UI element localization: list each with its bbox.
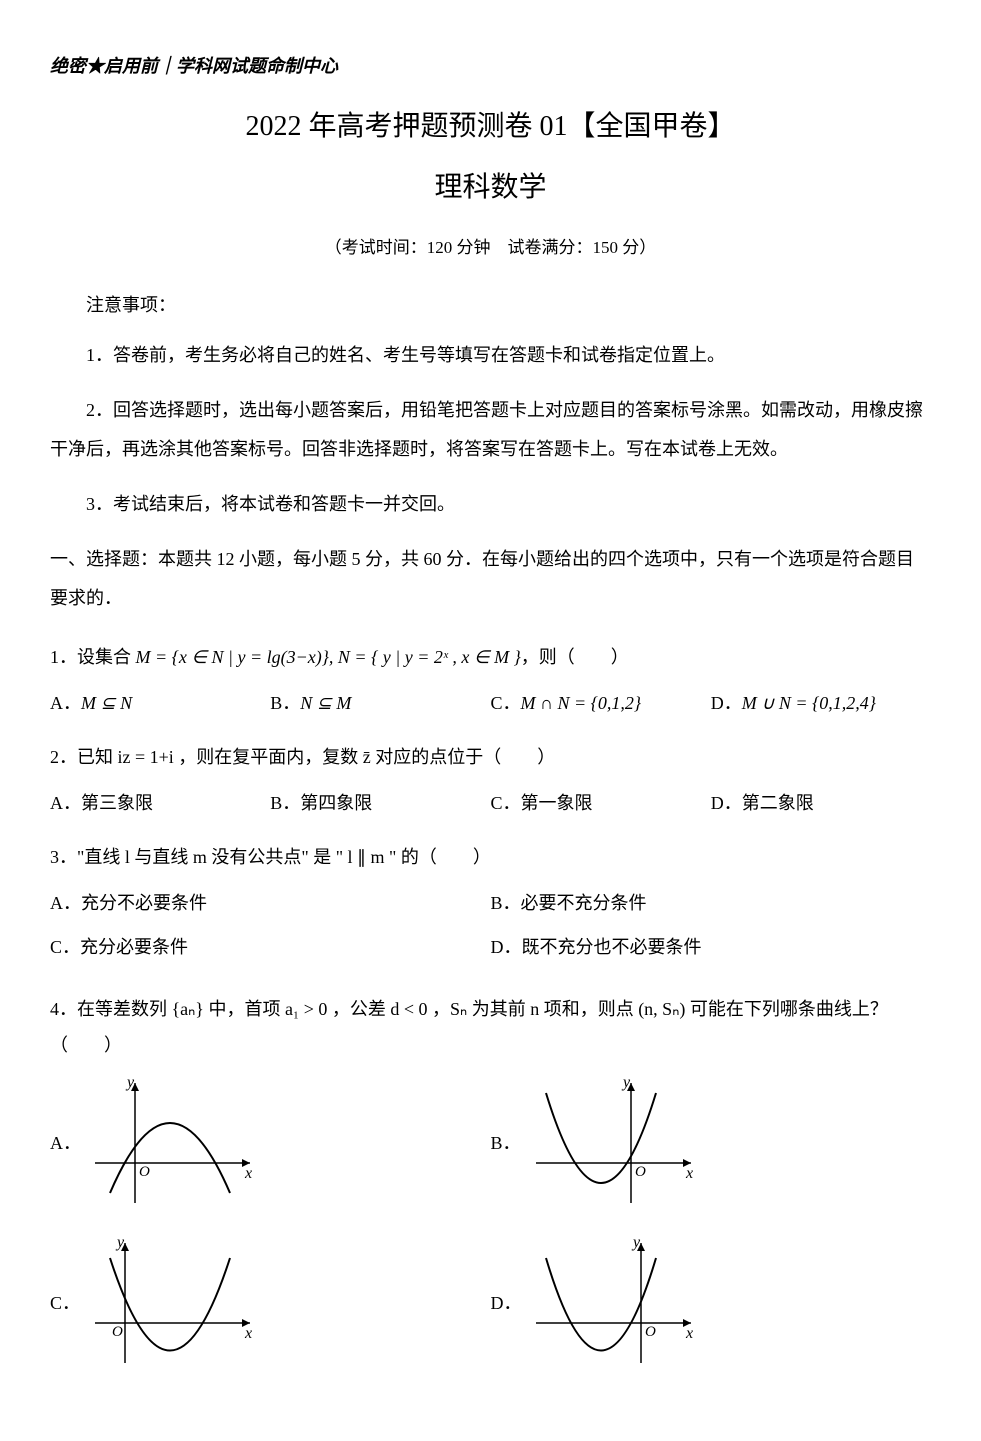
note-item-2: 2．回答选择题时，选出每小题答案后，用铅笔把答题卡上对应题目的答案标号涂黑。如需… bbox=[50, 391, 931, 470]
parabola-icon: y x O bbox=[80, 1233, 260, 1373]
confidential-label: 绝密★启用前｜学科网试题命制中心 bbox=[50, 50, 931, 82]
svg-text:x: x bbox=[244, 1165, 252, 1182]
svg-text:O: O bbox=[139, 1164, 150, 1180]
svg-text:O: O bbox=[635, 1164, 646, 1180]
parabola-icon: y x O bbox=[521, 1233, 701, 1373]
q4-label-C: C． bbox=[50, 1285, 80, 1321]
q3-options: A．充分不必要条件 B．必要不充分条件 C．充分必要条件 D．既不充分也不必要条… bbox=[50, 885, 931, 973]
q4-num: 4． bbox=[50, 999, 77, 1019]
q1-options: A．M ⊆ N B．N ⊆ M C．M ∩ N = {0,1,2} D．M ∪ … bbox=[50, 685, 931, 721]
q1-optD: D．M ∪ N = {0,1,2,4} bbox=[711, 685, 931, 721]
svg-text:x: x bbox=[685, 1165, 693, 1182]
q1-optB: B．N ⊆ M bbox=[270, 685, 490, 721]
q3-num: 3． bbox=[50, 847, 77, 867]
q2-optD: D．第二象限 bbox=[711, 785, 931, 821]
q2-optB: B．第四象限 bbox=[270, 785, 490, 821]
q2-optA: A．第三象限 bbox=[50, 785, 270, 821]
question-1: 1．设集合 M = {x ∈ N | y = lg(3−x)}, N = { y… bbox=[50, 639, 931, 721]
q2-stem: 2．已知 iz = 1+i ，则在复平面内，复数 z̄ 对应的点位于（ ） bbox=[50, 739, 931, 775]
q4-graph-C: C． y x O bbox=[50, 1233, 491, 1373]
q4-stem: 4．在等差数列 {aₙ} 中，首项 a₁ > 0 ，公差 d < 0 ，Sₙ 为… bbox=[50, 991, 931, 1063]
q4-graph-B: B． y x O bbox=[491, 1073, 932, 1213]
parabola-icon: y x O bbox=[80, 1073, 260, 1213]
q2-num: 2． bbox=[50, 747, 77, 767]
q1-prefix: 设集合 bbox=[77, 647, 136, 667]
exam-title: 2022 年高考押题预测卷 01【全国甲卷】 bbox=[50, 102, 931, 152]
q4-graphs: A． y x O B． y x O bbox=[50, 1073, 931, 1393]
q1-optA: A．M ⊆ N bbox=[50, 685, 270, 721]
svg-text:x: x bbox=[685, 1325, 693, 1342]
q1-stem: 1．设集合 M = {x ∈ N | y = lg(3−x)}, N = { y… bbox=[50, 639, 931, 675]
q2-text: 已知 iz = 1+i ，则在复平面内，复数 z̄ 对应的点位于（ ） bbox=[77, 747, 555, 767]
q1-suffix: ，则（ ） bbox=[521, 647, 629, 667]
svg-text:y: y bbox=[125, 1074, 135, 1091]
q3-optA: A．充分不必要条件 bbox=[50, 885, 491, 921]
q2-optC: C．第一象限 bbox=[491, 785, 711, 821]
svg-text:O: O bbox=[645, 1324, 656, 1340]
q4-graph-A: A． y x O bbox=[50, 1073, 491, 1213]
exam-subject: 理科数学 bbox=[50, 163, 931, 213]
notes-heading: 注意事项： bbox=[50, 289, 931, 321]
q3-optD: D．既不充分也不必要条件 bbox=[491, 929, 932, 965]
question-3: 3．"直线 l 与直线 m 没有公共点" 是 " l ∥ m " 的（ ） A．… bbox=[50, 839, 931, 973]
q3-optB: B．必要不充分条件 bbox=[491, 885, 932, 921]
svg-text:x: x bbox=[244, 1325, 252, 1342]
q3-optC: C．充分必要条件 bbox=[50, 929, 491, 965]
q4-graph-D: D． y x O bbox=[491, 1233, 932, 1373]
q1-num: 1． bbox=[50, 647, 77, 667]
svg-text:y: y bbox=[115, 1234, 125, 1251]
parabola-icon: y x O bbox=[521, 1073, 701, 1213]
svg-text:y: y bbox=[631, 1234, 641, 1251]
q1-optC: C．M ∩ N = {0,1,2} bbox=[491, 685, 711, 721]
q4-label-A: A． bbox=[50, 1125, 80, 1161]
question-4: 4．在等差数列 {aₙ} 中，首项 a₁ > 0 ，公差 d < 0 ，Sₙ 为… bbox=[50, 991, 931, 1393]
q3-stem: 3．"直线 l 与直线 m 没有公共点" 是 " l ∥ m " 的（ ） bbox=[50, 839, 931, 875]
svg-text:O: O bbox=[112, 1324, 123, 1340]
question-2: 2．已知 iz = 1+i ，则在复平面内，复数 z̄ 对应的点位于（ ） A．… bbox=[50, 739, 931, 821]
q4-text: 在等差数列 {aₙ} 中，首项 a₁ > 0 ，公差 d < 0 ，Sₙ 为其前… bbox=[50, 999, 888, 1055]
note-item-1: 1．答卷前，考生务必将自己的姓名、考生号等填写在答题卡和试卷指定位置上。 bbox=[50, 336, 931, 376]
note-item-3: 3．考试结束后，将本试卷和答题卡一并交回。 bbox=[50, 485, 931, 525]
q2-options: A．第三象限 B．第四象限 C．第一象限 D．第二象限 bbox=[50, 785, 931, 821]
svg-text:y: y bbox=[621, 1074, 631, 1091]
exam-info: （考试时间：120 分钟 试卷满分：150 分） bbox=[50, 233, 931, 264]
q4-label-D: D． bbox=[491, 1285, 521, 1321]
q1-math: M = {x ∈ N | y = lg(3−x)}, N = { y | y =… bbox=[136, 647, 521, 667]
q4-label-B: B． bbox=[491, 1125, 521, 1161]
q3-text: "直线 l 与直线 m 没有公共点" 是 " l ∥ m " 的（ ） bbox=[77, 847, 491, 867]
section-one-title: 一、选择题：本题共 12 小题，每小题 5 分，共 60 分．在每小题给出的四个… bbox=[50, 540, 931, 619]
